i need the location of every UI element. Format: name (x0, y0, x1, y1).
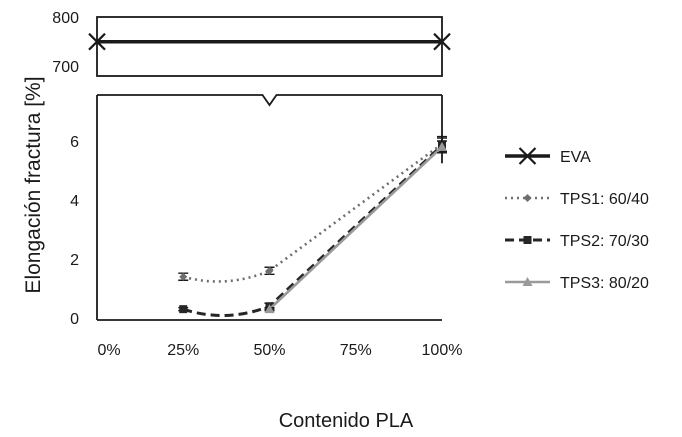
series-line (182, 142, 443, 283)
legend-item: TPS3: 80/20 (505, 275, 649, 292)
data-point (179, 305, 188, 314)
legend-item: TPS1: 60/40 (505, 191, 649, 208)
series-3 (264, 140, 447, 314)
data-point (265, 266, 274, 275)
y-axis-title: Elongación fractura [%] (22, 76, 45, 293)
y-axis-ticks: 0 2 4 6 700 800 (52, 10, 79, 328)
legend-item: TPS2: 70/30 (505, 233, 649, 250)
x-tick-label: 50% (253, 342, 285, 359)
data-point (437, 141, 447, 151)
y-tick-label: 800 (52, 10, 79, 27)
upper-panel-frame (96, 16, 443, 77)
data-point (179, 272, 188, 281)
series-1 (178, 135, 447, 283)
y-tick-label: 0 (70, 311, 79, 328)
legend: EVA TPS1: 60/40 TPS2: 70/30 TPS3: 80/20 (505, 147, 649, 292)
series-line (268, 145, 443, 311)
series-2 (178, 137, 447, 317)
legend-label: EVA (560, 149, 591, 166)
x-axis-title: Contenido PLA (279, 410, 414, 432)
legend-swatch-marker (523, 194, 532, 202)
y-tick-label: 700 (52, 59, 79, 76)
data-point (264, 304, 275, 314)
data-point (88, 32, 106, 51)
series-layer (88, 32, 451, 317)
x-axis-ticks: 0% 25% 50% 75% 100% (97, 342, 462, 359)
legend-label: TPS3: 80/20 (560, 275, 649, 292)
x-tick-label: 0% (97, 342, 120, 359)
legend-swatch-marker (522, 277, 533, 286)
series-line (182, 144, 444, 317)
y-tick-label: 2 (70, 252, 79, 269)
y-tick-label: 4 (70, 193, 79, 210)
x-tick-label: 75% (340, 342, 372, 359)
y-tick-label: 6 (70, 134, 79, 151)
legend-swatch-marker (518, 147, 537, 165)
x-tick-label: 100% (422, 342, 463, 359)
legend-item: EVA (505, 147, 591, 166)
legend-label: TPS2: 70/30 (560, 233, 649, 250)
series-0 (88, 32, 451, 51)
data-point (433, 32, 451, 51)
legend-swatch-marker (523, 236, 532, 244)
x-tick-label: 25% (167, 342, 199, 359)
axis-break-mark (97, 94, 442, 107)
legend-label: TPS1: 60/40 (560, 191, 649, 208)
plot-frames (96, 16, 443, 321)
